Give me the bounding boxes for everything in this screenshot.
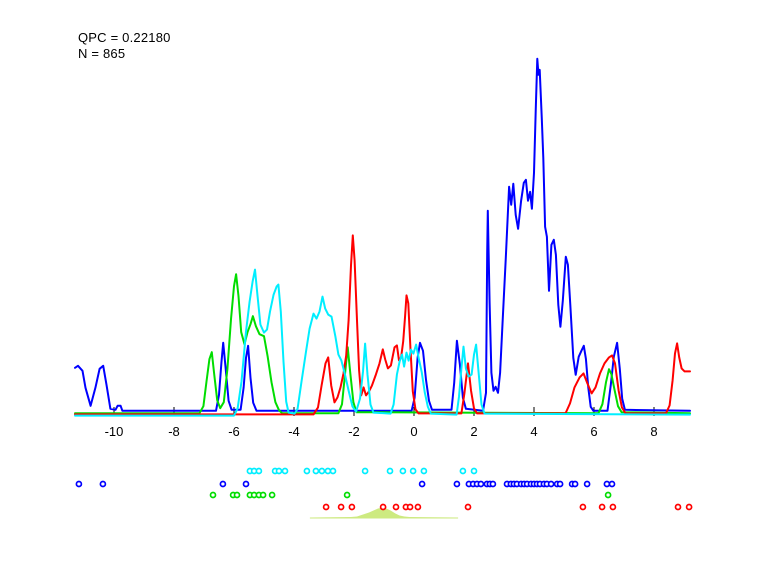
rug-green-dot: [233, 491, 241, 499]
rug-green-dot: [343, 491, 351, 499]
rug-blue-dot: [583, 480, 591, 488]
rug-red-dot: [685, 503, 693, 511]
x-tick-label: -2: [348, 424, 360, 439]
rug-cyan-dot: [318, 467, 326, 475]
rug-blue-dot: [75, 480, 83, 488]
rug-cyan-dot: [459, 467, 467, 475]
rug-red-dot: [406, 503, 414, 511]
rug-cyan-dot: [399, 467, 407, 475]
x-tick-label: 0: [410, 424, 417, 439]
rug-blue-dot: [99, 480, 107, 488]
rug-red-dot: [414, 503, 422, 511]
annotation-n: N = 865: [78, 46, 126, 61]
rug-cyan-dot: [275, 467, 283, 475]
rug-green-dot: [604, 491, 612, 499]
x-tick-label: 4: [530, 424, 537, 439]
rug-blue-dot: [571, 480, 579, 488]
x-tick-label: -4: [288, 424, 300, 439]
rug-blue-dot: [219, 480, 227, 488]
rug-blue-dot: [477, 480, 485, 488]
rug-red-dot: [379, 503, 387, 511]
x-tick-label: -10: [105, 424, 124, 439]
rug-cyan-dot: [361, 467, 369, 475]
rug-blue-dot: [418, 480, 426, 488]
x-tick-label: 2: [470, 424, 477, 439]
rug-cyan-dot: [329, 467, 337, 475]
rug-red-dot: [322, 503, 330, 511]
cluster-cyan-density: [74, 268, 691, 417]
rug-cyan-dot: [303, 467, 311, 475]
rug-blue-dot: [608, 480, 616, 488]
rug-cyan-dot: [470, 467, 478, 475]
rug-blue-dot: [453, 480, 461, 488]
kde-bump: [309, 507, 459, 519]
rug-green-dot: [259, 491, 267, 499]
rug-blue-dot: [489, 480, 497, 488]
rug-red-dot: [348, 503, 356, 511]
x-tick-label: 8: [650, 424, 657, 439]
rug-blue-dot: [547, 480, 555, 488]
x-tick-label: 6: [590, 424, 597, 439]
rug-green-dot: [268, 491, 276, 499]
rug-red-dot: [598, 503, 606, 511]
x-tick-label: -8: [168, 424, 180, 439]
rug-red-dot: [464, 503, 472, 511]
rug-red-dot: [609, 503, 617, 511]
x-tick-label: -6: [228, 424, 240, 439]
cluster-green-density: [74, 273, 691, 415]
rug-cyan-dot: [255, 467, 263, 475]
rug-red-dot: [674, 503, 682, 511]
rug-cyan-dot: [281, 467, 289, 475]
rug-blue-dot: [556, 480, 564, 488]
rug-green-dot: [209, 491, 217, 499]
rug-red-dot: [337, 503, 345, 511]
cluster-blue-density: [74, 57, 691, 412]
rug-cyan-dot: [409, 467, 417, 475]
rug-cyan-dot: [386, 467, 394, 475]
rug-red-dot: [392, 503, 400, 511]
annotation-qpc: QPC = 0.22180: [78, 30, 171, 45]
rug-blue-dot: [242, 480, 250, 488]
rug-cyan-dot: [312, 467, 320, 475]
rug-cyan-dot: [324, 467, 332, 475]
rug-cyan-dot: [420, 467, 428, 475]
cluster-red-density: [74, 234, 691, 416]
rug-red-dot: [579, 503, 587, 511]
